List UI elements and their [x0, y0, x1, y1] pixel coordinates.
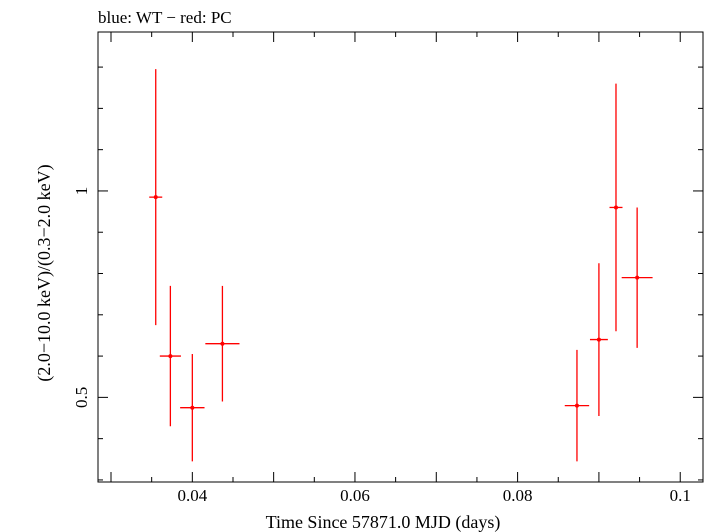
y-tick-label: 1	[72, 187, 91, 196]
point-marker	[574, 403, 579, 408]
x-axis-label: Time Since 57871.0 MJD (days)	[266, 512, 501, 532]
data-point	[589, 263, 608, 416]
y-axis-label: (2.0−10.0 keV)/(0.3−2.0 keV)	[34, 164, 55, 381]
data-point	[180, 354, 205, 462]
point-marker	[190, 405, 195, 410]
x-tick-label: 0.1	[670, 486, 691, 505]
x-tick-label: 0.06	[340, 486, 370, 505]
point-marker	[153, 195, 158, 200]
data-point	[609, 83, 623, 332]
data-point	[621, 207, 653, 348]
data-point	[205, 285, 240, 402]
data-point	[159, 285, 181, 427]
point-marker	[220, 341, 225, 346]
plot-frame	[97, 31, 704, 483]
data-marks	[149, 69, 653, 462]
axes: 0.04 0.06 0.08 0.1 0.5 1	[72, 32, 703, 505]
point-marker	[596, 337, 601, 342]
chart-title: blue: WT − red: PC	[98, 8, 232, 27]
point-marker	[613, 205, 618, 210]
point-marker	[168, 354, 173, 359]
y-tick-label: 0.5	[72, 387, 91, 408]
data-point	[149, 69, 163, 326]
data-point	[564, 349, 590, 462]
x-tick-label: 0.04	[177, 486, 207, 505]
x-tick-label: 0.08	[503, 486, 533, 505]
point-marker	[635, 275, 640, 280]
